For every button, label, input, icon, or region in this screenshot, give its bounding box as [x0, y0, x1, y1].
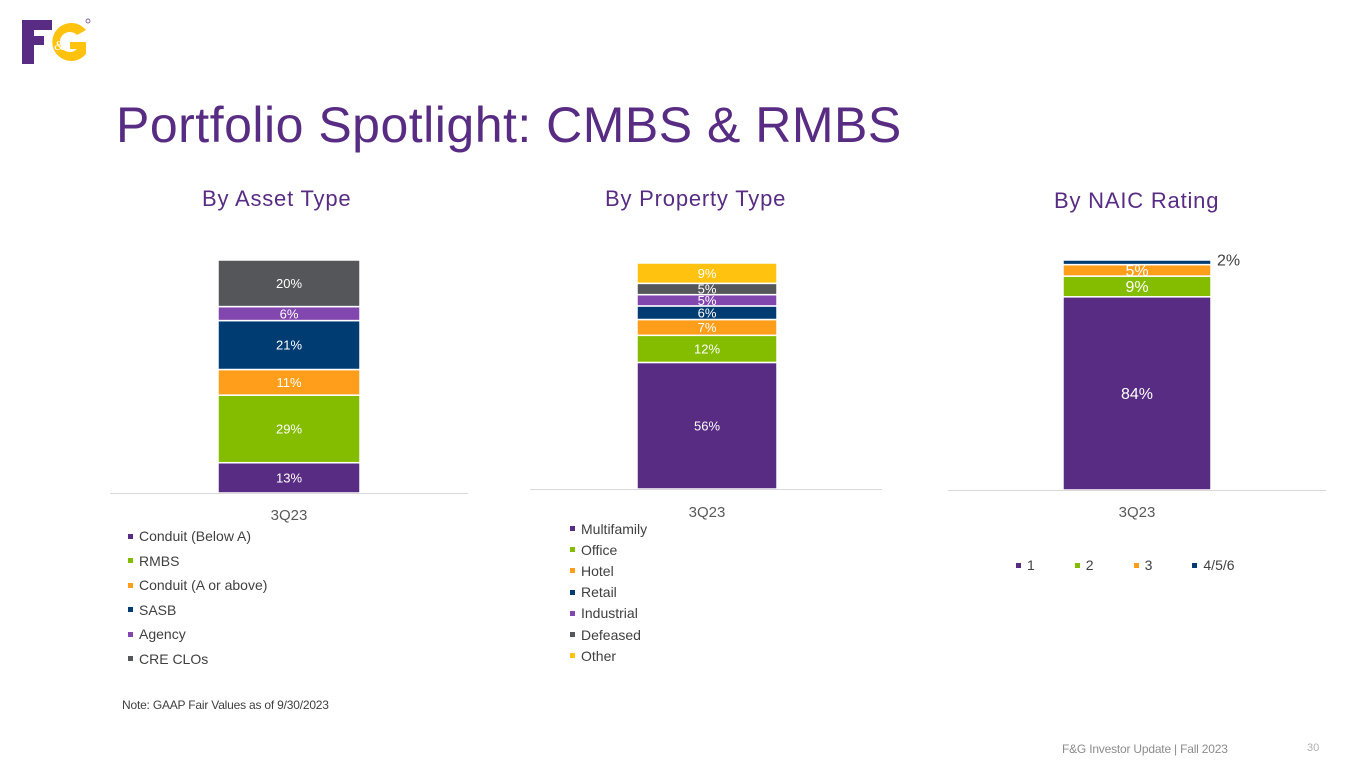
data-label: 29%	[276, 422, 302, 437]
legend-item: Conduit (A or above)	[128, 573, 267, 598]
data-label: 5%	[1125, 263, 1148, 280]
legend-swatch	[128, 631, 133, 637]
legend-swatch	[570, 632, 575, 638]
legend-label: Agency	[139, 626, 186, 643]
data-label: 9%	[698, 266, 717, 281]
x-tick-label: 3Q23	[689, 504, 726, 521]
bar-segment-rmbs	[217, 394, 361, 464]
legend-label: CRE CLOs	[139, 650, 209, 667]
legend-label: 3	[1144, 557, 1153, 573]
legend-item: Conduit (Below A)	[128, 524, 267, 549]
legend-swatch	[1016, 562, 1021, 568]
bar-segment-other	[636, 262, 778, 285]
bar-segment-1	[1062, 296, 1212, 491]
data-label: 21%	[276, 338, 302, 353]
bar-segment-multifamily	[636, 361, 778, 490]
legend-swatch	[1074, 562, 1080, 568]
legend-label: 1	[1027, 557, 1035, 573]
legend-swatch	[570, 526, 575, 532]
data-label: 84%	[1121, 386, 1153, 403]
legend-item: Industrial	[570, 603, 647, 624]
page-title: Portfolio Spotlight: CMBS & RMBS	[116, 97, 902, 153]
legend-item: RMBS	[128, 549, 267, 574]
bar-segment-cre-clos	[217, 259, 361, 308]
legend-swatch	[128, 582, 133, 588]
chart-title-asset-type: By Asset Type	[202, 186, 352, 211]
legend-item: Other	[570, 645, 647, 666]
data-label: 7%	[698, 320, 717, 335]
bar-segment-conduit-a-or-above-	[217, 368, 361, 396]
legend-item: Office	[570, 539, 647, 560]
legend-swatch	[128, 533, 133, 539]
legend-swatch	[570, 568, 575, 574]
legend-naic-rating: 1 2 3 4/5/6	[1016, 557, 1275, 573]
legend-property-type: Multifamily Office Hotel Retail Industrial De…	[570, 518, 647, 666]
bar-segment-sasb	[217, 319, 361, 371]
legend-swatch	[128, 607, 133, 613]
chart-title-naic-rating: By NAIC Rating	[1054, 188, 1220, 213]
legend-swatch	[570, 610, 575, 616]
legend-label: Other	[581, 647, 617, 664]
legend-label: Hotel	[581, 562, 614, 579]
page-number: 30	[1307, 742, 1320, 754]
legend-swatch	[570, 653, 575, 659]
data-label: 12%	[694, 342, 720, 357]
bar-segment-4-5-6	[1062, 259, 1212, 266]
legend-swatch	[1133, 562, 1139, 568]
legend-label: Conduit (Below A)	[139, 528, 252, 545]
data-label: 9%	[1125, 279, 1148, 296]
legend-swatch	[128, 656, 133, 662]
legend-label: RMBS	[139, 552, 180, 569]
chart-title-property-type: By Property Type	[605, 186, 787, 211]
footer-text: F&G Investor Update | Fall 2023	[1062, 742, 1228, 756]
legend-item: Retail	[570, 582, 647, 603]
bar-segment-office	[636, 334, 778, 364]
chart-naic-rating: 84% 9%5% 2% 3Q23	[948, 252, 1326, 521]
legend-label: Industrial	[581, 605, 638, 622]
legend-swatch	[570, 589, 575, 595]
legend-item: 2	[1074, 557, 1094, 573]
legend-label: 4/5/6	[1203, 557, 1235, 573]
data-label: 5%	[698, 293, 717, 308]
footnote: Note: GAAP Fair Values as of 9/30/2023	[122, 698, 329, 712]
data-label: 6%	[280, 306, 299, 321]
legend-asset-type: Conduit (Below A) RMBS Conduit (A or above…	[128, 524, 267, 671]
legend-label: Conduit (A or above)	[139, 577, 268, 594]
legend-item: CRE CLOs	[128, 647, 267, 672]
legend-item: SASB	[128, 598, 267, 623]
legend-item: Multifamily	[570, 518, 647, 539]
data-label: 13%	[276, 471, 302, 486]
svg-text:&: &	[54, 39, 65, 54]
data-label: 6%	[698, 305, 717, 320]
legend-item: Agency	[128, 622, 267, 647]
chart-asset-type: 13% 29% 11% 21% 6% 20% 3Q23	[110, 259, 468, 524]
legend-label: 2	[1085, 557, 1094, 573]
x-tick-label: 3Q23	[1119, 504, 1156, 521]
legend-label: SASB	[139, 601, 177, 618]
legend-swatch	[128, 558, 133, 564]
data-label: 11%	[276, 375, 301, 390]
x-tick-label: 3Q23	[271, 507, 308, 524]
legend-item: Defeased	[570, 624, 647, 645]
legend-swatch	[570, 547, 575, 553]
legend-label: Multifamily	[581, 520, 648, 537]
legend-label: Defeased	[581, 626, 641, 643]
legend-item: 4/5/6	[1192, 557, 1235, 573]
legend-item: 3	[1133, 557, 1153, 573]
legend-item: Hotel	[570, 560, 647, 581]
legend-swatch	[1192, 562, 1198, 568]
data-label: 2%	[1217, 252, 1240, 269]
fg-logo: &	[22, 18, 91, 64]
legend-label: Office	[581, 541, 618, 558]
data-label: 5%	[698, 282, 717, 297]
legend-item: 1	[1016, 557, 1035, 573]
data-label: 20%	[276, 276, 302, 291]
legend-label: Retail	[581, 584, 617, 601]
chart-property-type: 56%12%7%6%5%5%9%3Q23	[530, 262, 882, 521]
data-label: 56%	[694, 418, 720, 433]
